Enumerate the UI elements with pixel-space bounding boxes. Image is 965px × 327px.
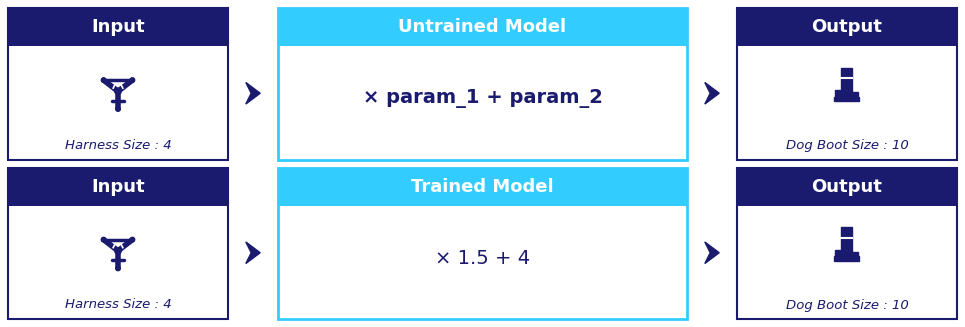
FancyBboxPatch shape — [278, 167, 687, 319]
Text: Harness Size : 4: Harness Size : 4 — [65, 299, 172, 312]
FancyBboxPatch shape — [8, 8, 228, 46]
FancyBboxPatch shape — [8, 167, 228, 205]
Circle shape — [115, 88, 122, 95]
Circle shape — [130, 237, 135, 242]
Text: Output: Output — [812, 18, 882, 36]
Text: Dog Boot Size : 10: Dog Boot Size : 10 — [786, 139, 908, 152]
Text: Dog Boot Size : 10: Dog Boot Size : 10 — [786, 299, 908, 312]
Polygon shape — [834, 256, 859, 261]
FancyBboxPatch shape — [278, 8, 687, 160]
Polygon shape — [246, 242, 261, 264]
Polygon shape — [246, 82, 261, 104]
Text: × 1.5 + 4: × 1.5 + 4 — [435, 249, 530, 268]
FancyBboxPatch shape — [8, 8, 228, 160]
FancyBboxPatch shape — [737, 167, 957, 205]
FancyBboxPatch shape — [278, 167, 687, 205]
Polygon shape — [704, 82, 719, 104]
Text: Trained Model: Trained Model — [411, 178, 554, 196]
Text: Harness Size : 4: Harness Size : 4 — [65, 139, 172, 152]
Polygon shape — [835, 227, 858, 259]
Text: Input: Input — [91, 178, 145, 196]
Circle shape — [101, 237, 106, 242]
Circle shape — [130, 78, 135, 82]
Text: Input: Input — [91, 18, 145, 36]
FancyBboxPatch shape — [737, 167, 957, 319]
Polygon shape — [704, 242, 719, 264]
Text: × param_1 + param_2: × param_1 + param_2 — [363, 89, 602, 108]
FancyBboxPatch shape — [737, 8, 957, 46]
Polygon shape — [835, 68, 858, 99]
Circle shape — [101, 78, 106, 82]
Circle shape — [116, 107, 121, 111]
FancyBboxPatch shape — [278, 8, 687, 46]
FancyBboxPatch shape — [8, 167, 228, 319]
Polygon shape — [834, 96, 859, 101]
Circle shape — [115, 248, 122, 254]
Text: Output: Output — [812, 178, 882, 196]
Text: Untrained Model: Untrained Model — [399, 18, 566, 36]
FancyBboxPatch shape — [737, 8, 957, 160]
Circle shape — [116, 266, 121, 271]
